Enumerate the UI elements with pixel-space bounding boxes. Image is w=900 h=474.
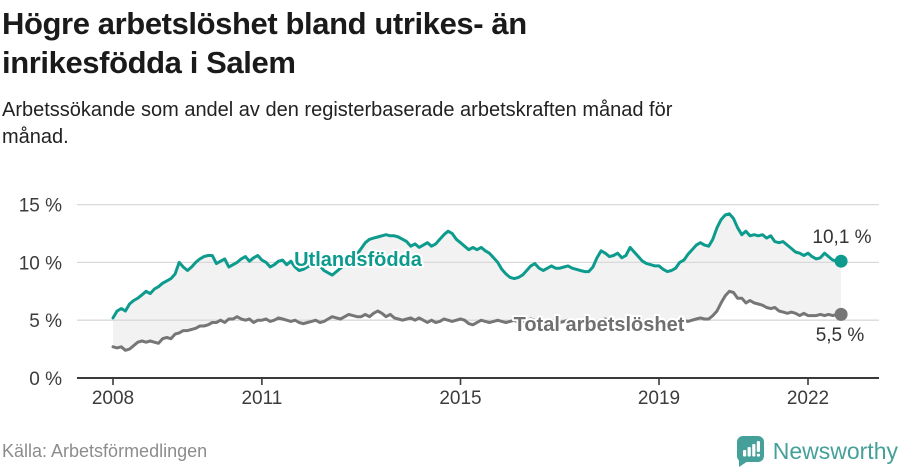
chart-area: 0 % 5 % 10 % 15 % 2008 2011 2015 2019 2022 Utlan… <box>0 190 900 415</box>
gridlines <box>77 203 879 321</box>
chart-footer: Källa: Arbetsförmedlingen Newsworthy <box>0 435 900 468</box>
chart-header: Högre arbetslöshet bland utrikes- än inr… <box>2 4 898 151</box>
end-value-utlandsfodda: 10,1 % <box>812 227 871 248</box>
newsworthy-wordmark: Newsworthy <box>772 438 898 464</box>
page-subtitle-line1: Arbetssökande som andel av den registerb… <box>2 99 673 121</box>
tick-labels: 0 % 5 % 10 % 15 % 2008 2011 2015 2019 2022 <box>19 196 829 409</box>
y-axis-label-10: 10 % <box>19 253 62 274</box>
newsworthy-logo: Newsworthy <box>736 435 898 468</box>
band-fill <box>113 213 842 351</box>
end-dot-utlandsfodda <box>834 254 848 268</box>
source-note: Källa: Arbetsförmedlingen <box>2 441 208 461</box>
chart-svg: 0 % 5 % 10 % 15 % 2008 2011 2015 2019 2022 Utlan… <box>19 196 879 409</box>
series-label-total: Total arbetslöshet <box>514 314 685 336</box>
page-title-line1: Högre arbetslöshet bland utrikes- än <box>2 6 527 41</box>
page-title-line2: inrikesfödda i Salem <box>2 45 296 80</box>
series-total-line <box>111 289 843 352</box>
page-title: Högre arbetslöshet bland utrikes- än inr… <box>2 4 898 82</box>
axis <box>77 377 879 385</box>
page-subtitle-line2: månad. <box>2 126 69 148</box>
y-axis-label-15: 15 % <box>19 196 62 217</box>
x-axis-label-2008: 2008 <box>92 388 134 409</box>
page-subtitle: Arbetssökande som andel av den registerb… <box>2 97 898 151</box>
x-axis-label-2011: 2011 <box>241 388 282 409</box>
end-value-total: 5,5 % <box>816 325 865 346</box>
x-axis-label-2019: 2019 <box>638 388 680 409</box>
x-axis-label-2015: 2015 <box>439 388 481 409</box>
y-axis-label-5: 5 % <box>29 311 62 332</box>
series-utlandsfodda-line <box>111 212 843 320</box>
newsworthy-logo-icon <box>736 435 765 468</box>
y-axis-label-0: 0 % <box>29 369 62 390</box>
end-dot-total <box>834 307 848 321</box>
x-axis-label-2022: 2022 <box>787 388 829 409</box>
series-label-utlandsfodda: Utlandsfödda <box>294 249 423 271</box>
